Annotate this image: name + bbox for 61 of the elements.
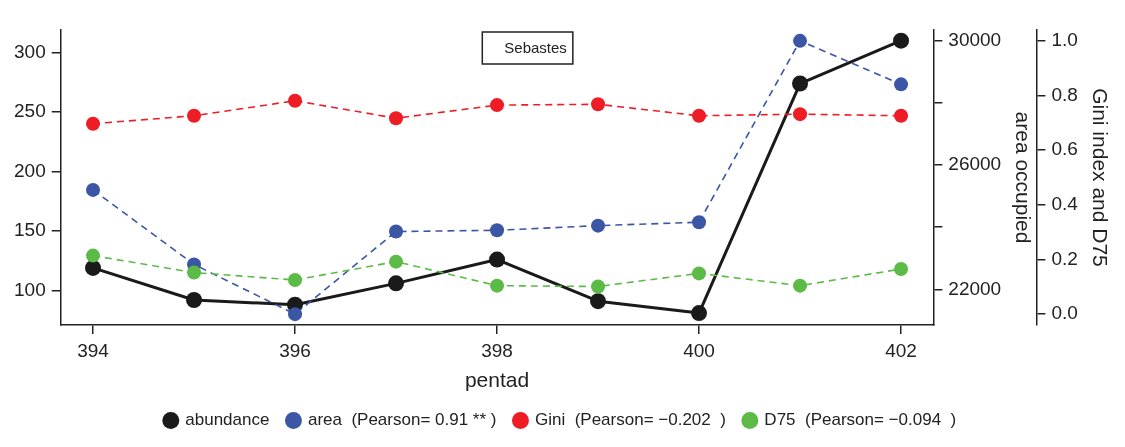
legend-label: abundance	[185, 410, 270, 430]
point	[490, 98, 505, 113]
annotation: Sebastes	[504, 39, 567, 57]
point	[187, 108, 202, 123]
point	[288, 307, 303, 322]
point	[490, 223, 505, 238]
y-tick-label: 100	[14, 278, 46, 300]
y2-axis-title: area occupied	[1011, 111, 1035, 244]
point	[187, 265, 202, 280]
point	[389, 254, 404, 269]
y-tick-label: 300	[14, 40, 46, 62]
y2-tick-label: 26000	[948, 153, 1002, 175]
point	[389, 224, 404, 239]
point	[85, 259, 102, 276]
y3-axis-title: Gini index and D75	[1088, 88, 1112, 267]
y3-tick-label: 0.4	[1051, 193, 1079, 215]
point	[591, 218, 606, 233]
x-axis-title: pentad	[464, 368, 530, 392]
point	[692, 108, 707, 123]
point	[591, 279, 606, 294]
point	[388, 275, 405, 292]
point	[186, 292, 203, 309]
x-tick-label: 400	[683, 339, 715, 361]
point	[591, 97, 606, 112]
point	[691, 305, 708, 322]
x-tick-label: 394	[77, 339, 110, 361]
point	[893, 32, 910, 49]
point	[793, 278, 808, 293]
point	[389, 111, 404, 126]
point	[793, 33, 808, 48]
point	[692, 266, 707, 281]
point	[489, 251, 506, 268]
point	[792, 75, 809, 92]
legend-label: Gini (Pearson= −0.202 )	[534, 410, 726, 430]
y-tick-label: 150	[14, 219, 46, 241]
point	[894, 77, 909, 92]
y2-tick-label: 22000	[948, 277, 1002, 299]
point	[894, 262, 909, 277]
point	[490, 278, 505, 293]
x-tick-label: 402	[885, 339, 917, 361]
x-tick-label: 398	[481, 339, 513, 361]
legend-label: area (Pearson= 0.91 ** )	[307, 410, 497, 430]
point	[692, 215, 707, 230]
point	[793, 107, 808, 122]
point	[86, 116, 101, 131]
y3-tick-label: 0.0	[1051, 302, 1078, 324]
legend-label: D75 (Pearson= −0.094 )	[764, 410, 957, 430]
y3-tick-label: 0.6	[1051, 138, 1078, 160]
point	[894, 108, 909, 123]
y-tick-label: 250	[14, 100, 46, 122]
point	[288, 93, 303, 108]
x-tick-label: 396	[279, 339, 311, 361]
point	[86, 182, 101, 197]
y-tick-label: 200	[14, 159, 46, 181]
y3-tick-label: 1.0	[1051, 29, 1078, 51]
y2-tick-label: 30000	[948, 29, 1002, 51]
point	[288, 272, 303, 287]
y3-tick-label: 0.2	[1051, 247, 1078, 269]
point	[590, 293, 607, 310]
point	[86, 248, 101, 263]
y3-tick-label: 0.8	[1051, 83, 1078, 105]
